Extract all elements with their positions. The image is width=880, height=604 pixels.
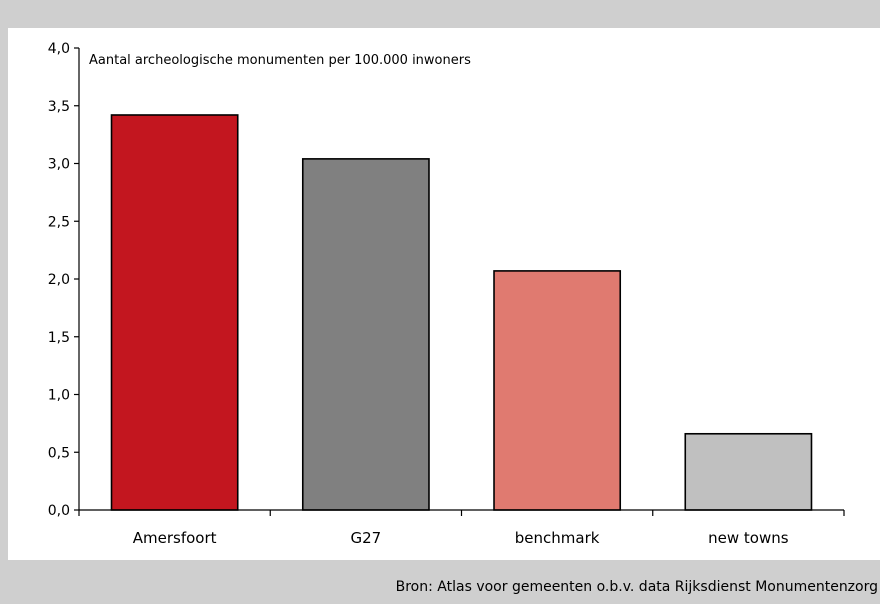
x-axis: Amersfoort G27 benchmark new towns — [78, 509, 845, 547]
bar-chart: 0,0 0,5 1,0 1,5 2,0 2,5 3,0 3,5 4,0 Amersfoort G2… — [48, 41, 845, 547]
y-tick-label: 0,5 — [48, 445, 70, 461]
x-tick-label: Amersfoort — [133, 529, 217, 547]
bars — [110, 114, 813, 511]
y-tick-label: 3,0 — [48, 157, 70, 173]
y-tick-label: 0,0 — [48, 503, 70, 519]
source-note: Bron: Atlas voor gemeenten o.b.v. data R… — [395, 579, 878, 595]
y-tick-label: 4,0 — [48, 41, 70, 57]
y-axis: 0,0 0,5 1,0 1,5 2,0 2,5 3,0 3,5 4,0 — [48, 41, 80, 519]
y-tick-label: 2,0 — [48, 272, 70, 288]
y-tick-label: 1,0 — [48, 388, 70, 404]
bar-g27 — [301, 158, 430, 511]
y-tick-label: 1,5 — [48, 330, 70, 346]
y-tick-label: 3,5 — [48, 99, 70, 115]
chart-title: Aantal archeologische monumenten per 100… — [89, 53, 471, 68]
y-tick-label: 2,5 — [48, 214, 70, 230]
x-tick-label: G27 — [351, 529, 382, 547]
x-tick-label: benchmark — [515, 529, 600, 547]
bar-amersfoort — [110, 114, 239, 511]
chart-panel: 0,0 0,5 1,0 1,5 2,0 2,5 3,0 3,5 4,0 Amersfoort G2… — [8, 28, 880, 560]
bar-benchmark — [493, 270, 622, 511]
x-tick-label: new towns — [708, 529, 789, 547]
bar-new-towns — [684, 432, 813, 511]
